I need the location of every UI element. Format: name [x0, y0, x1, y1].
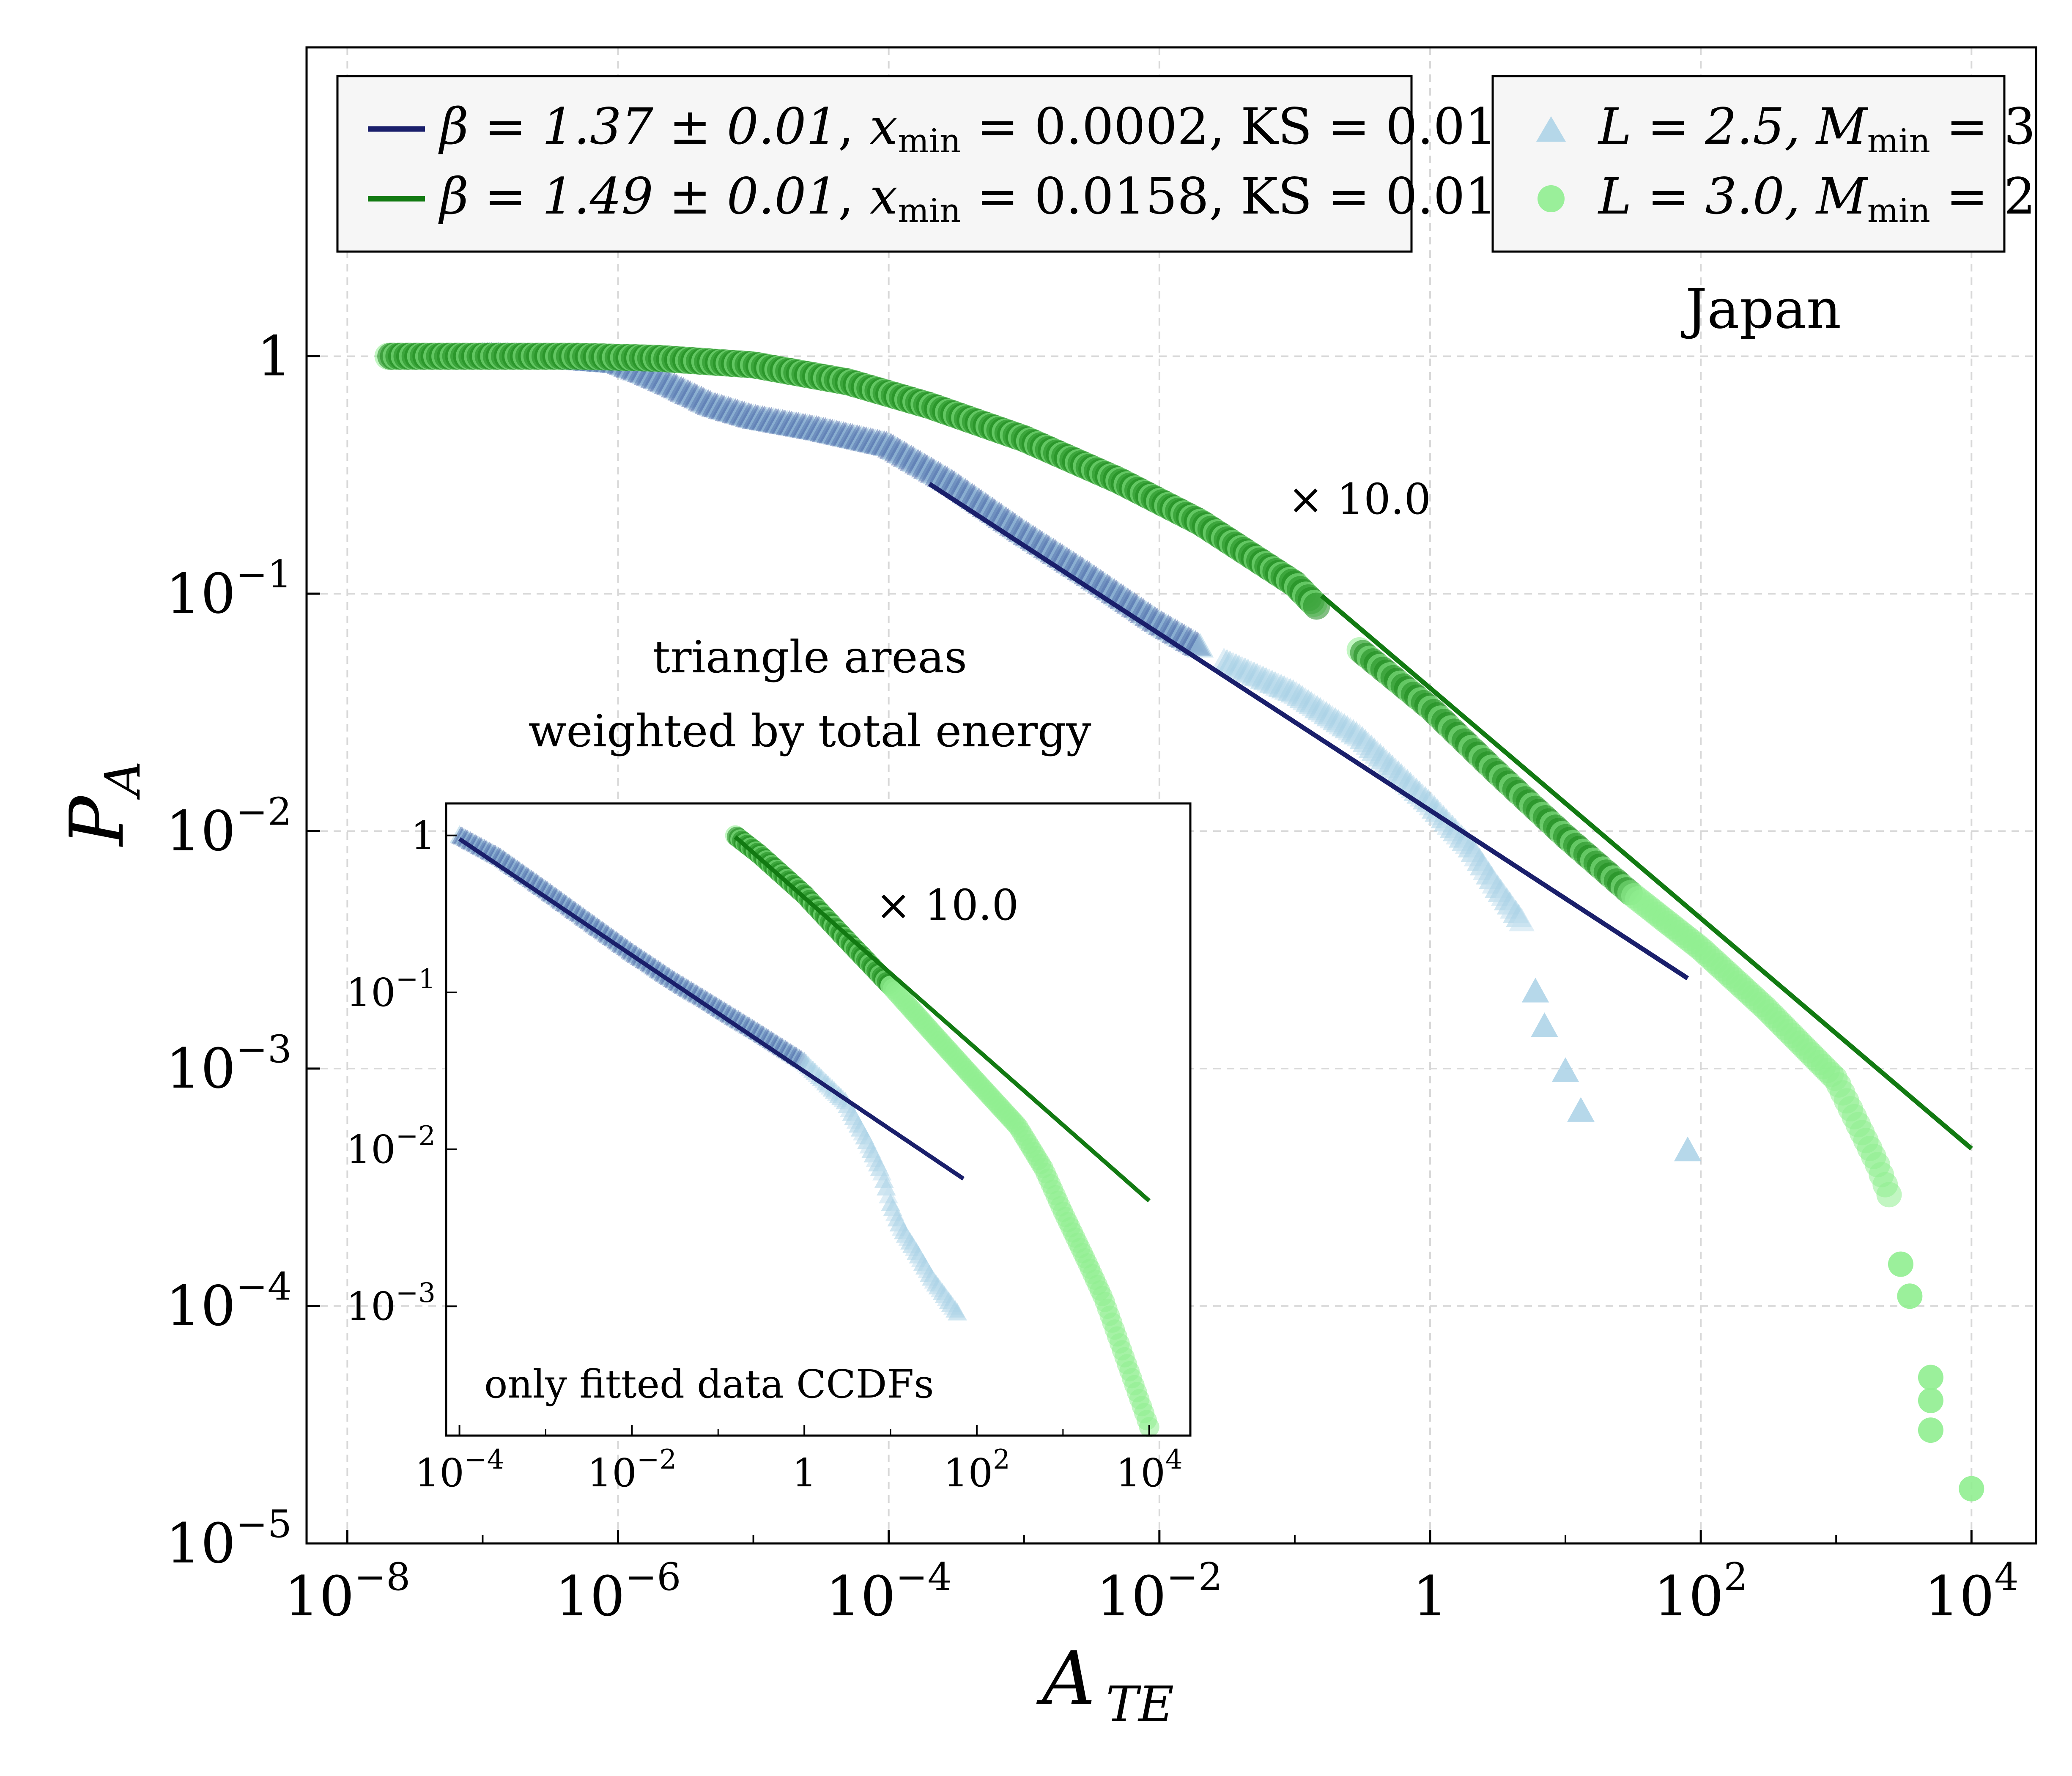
legend-fit2-ks: KS = 0.018 [1241, 167, 1529, 225]
inset-plot: 10−4 10−2 1 102 104 10−3 10−2 10−1 1 × 10.0 only… [346, 802, 1192, 1496]
legend-fits: β = 1.37 ± 0.01, xmin = 0.0002, KS = 0.0… [336, 75, 1529, 253]
region-label: Japan [1681, 278, 1841, 341]
main-x-tick-label: 10−2 [1096, 1555, 1222, 1628]
main-series1-triangle-point [1186, 633, 1214, 658]
legend-series2-sub: min [1867, 192, 1930, 230]
main-fit-line-1 [928, 482, 1689, 981]
y-axis-label: PA [55, 761, 151, 847]
main-fits [928, 482, 1973, 1151]
legend-fit1-xmin: x [870, 97, 898, 156]
legend-series: L = 2.5, Mmin = 3 L = 3.0, Mmin = 2 [1491, 75, 2036, 253]
legend-fit1-xmin-sub: min [898, 122, 961, 160]
inset-y-tick-label: 1 [411, 813, 436, 858]
inset-x-tick-label: 10−4 [415, 1444, 504, 1496]
inset-caption: only fitted data CCDFs [484, 1362, 934, 1407]
main-y-tick-label: 10−1 [166, 552, 292, 626]
inset-ticks: 10−4 10−2 1 102 104 10−3 10−2 10−1 1 [346, 813, 1183, 1496]
main-series2-tail-point [1918, 1387, 1943, 1413]
main-y-tick-label: 1 [257, 324, 292, 389]
main-fit-line-2 [1320, 594, 1973, 1151]
inset-series1-triangle-point [948, 1303, 967, 1321]
main-x-tick-label: 10−8 [284, 1555, 410, 1628]
main-series1-tail-point [1674, 1136, 1702, 1162]
main-plot: 10−8 10−6 10−4 10−2 1 102 10410−510−410−310−21… [166, 46, 2037, 1628]
main-x-tick-label: 1 [1413, 1564, 1448, 1628]
inset-fit-line-2 [734, 835, 1151, 1203]
main-ticks: 10−8 10−6 10−4 10−2 1 102 10410−510−410−310−21… [166, 324, 2019, 1628]
multiplier-inset-label: × 10.0 [876, 880, 1019, 930]
main-series1-tail-point [1531, 1012, 1558, 1037]
inset-y-tick-label: 10−3 [346, 1277, 436, 1329]
legend-fit2-xmin-sub: min [898, 192, 961, 230]
main-y-tick-label: 10−5 [166, 1502, 292, 1576]
legend-series-box [1491, 75, 2006, 253]
x-axis-label-main: A [1036, 1636, 1095, 1722]
legend-series1-tail: = 3 [1930, 97, 2036, 156]
main-series2-tail-point [1888, 1251, 1913, 1277]
inset-x-tick-label: 102 [943, 1444, 1010, 1496]
x-axis-label-sub: TE [1106, 1676, 1174, 1733]
main-y-tick-label: 10−3 [166, 1027, 292, 1101]
multiplier-main-label: × 10.0 [1288, 474, 1431, 524]
legend-fits-box [336, 75, 1413, 253]
legend-fit2-xmin: x [870, 167, 898, 225]
main-axes-frame [305, 46, 2037, 1545]
main-series1-tail-point [1567, 1097, 1595, 1122]
main-series1-tail-point [1551, 1057, 1579, 1082]
legend-series2-label: L = 3.0, Mmin = 2 [1598, 167, 2036, 230]
y-axis-label-main: P [55, 795, 140, 847]
inset-y-tick-label: 10−1 [346, 964, 436, 1015]
main-series2-tail-point [1918, 1365, 1943, 1390]
legend-fit2-beta: β = 1.49 ± 0.01 [438, 167, 838, 225]
inset-x-tick-label: 10−2 [587, 1444, 677, 1496]
legend-circle-marker [1538, 185, 1565, 212]
legend-series2-main: L = 3.0, M [1598, 167, 1869, 225]
inset-axes-frame [445, 802, 1192, 1437]
inset-fits [458, 835, 1151, 1203]
main-series2-circle-point [1876, 1182, 1902, 1208]
x-axis-label: A TE [1036, 1636, 1174, 1733]
legend-series2-tail: = 2 [1930, 167, 2036, 225]
main-series2-tail-point [1918, 1417, 1943, 1443]
main-series2-tail-point [1897, 1283, 1923, 1309]
inset-x-tick-label: 1 [792, 1450, 817, 1496]
main-x-tick-label: 104 [1924, 1555, 2019, 1628]
main-series [374, 342, 1984, 1502]
legend-series1-main: L = 2.5, M [1598, 97, 1869, 156]
inset-fit-line-1 [458, 837, 965, 1181]
legend-fit2-xmin-val: = 0.0158 [961, 167, 1209, 225]
legend-triangle-marker [1536, 116, 1566, 142]
main-x-tick-label: 10−6 [555, 1555, 681, 1628]
legend-series1-label: L = 2.5, Mmin = 3 [1598, 97, 2036, 160]
caption-line1: triangle areas [652, 631, 967, 683]
main-series1-tail-point [1521, 978, 1549, 1003]
y-axis-label-sub: A [95, 761, 151, 800]
main-y-tick-label: 10−4 [166, 1265, 292, 1338]
legend-fit1-label: β = 1.37 ± 0.01, xmin = 0.0002, KS = 0.0… [438, 97, 1529, 160]
main-x-tick-label: 10−4 [826, 1555, 952, 1628]
legend-series1-sub: min [1867, 122, 1930, 160]
main-series1-triangle-point [1509, 908, 1535, 932]
legend-fit1-xmin-val: = 0.0002 [961, 97, 1209, 156]
main-y-tick-label: 10−2 [166, 790, 292, 863]
legend-fit1-beta: β = 1.37 ± 0.01 [438, 97, 838, 156]
legend-fit1-ks: KS = 0.019 [1241, 97, 1529, 156]
inset-y-tick-label: 10−2 [346, 1121, 436, 1172]
legend-fit2-label: β = 1.49 ± 0.01, xmin = 0.0158, KS = 0.0… [438, 167, 1529, 230]
inset-x-tick-label: 104 [1116, 1444, 1183, 1496]
main-series2-tail-point [1959, 1476, 1984, 1502]
main-x-tick-label: 102 [1654, 1555, 1748, 1628]
caption-line2: weighted by total energy [528, 705, 1091, 757]
